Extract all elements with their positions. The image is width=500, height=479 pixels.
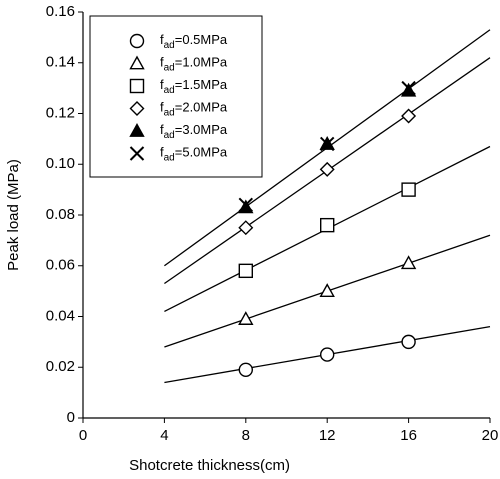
marker [238, 263, 254, 279]
marker [320, 347, 335, 362]
marker [238, 362, 254, 377]
marker [129, 33, 145, 49]
legend-label: fad=5.0MPa [160, 145, 228, 163]
marker [129, 123, 145, 137]
legend-label: fad=0.5MPa [160, 32, 228, 50]
marker [238, 197, 254, 213]
y-tick-label: 0.06 [46, 257, 75, 274]
y-tick-label: 0.10 [46, 155, 75, 172]
marker [319, 136, 335, 152]
legend-label: fad=2.0MPa [160, 100, 228, 118]
marker [129, 78, 145, 94]
legend-label: fad=3.0MPa [160, 122, 228, 140]
marker [129, 101, 145, 116]
x-axis-label: Shotcrete thickness(cm) [129, 457, 290, 474]
marker [238, 220, 254, 236]
x-tick-label: 12 [319, 427, 336, 444]
marker [238, 199, 254, 214]
y-tick-label: 0 [67, 409, 75, 426]
marker [401, 108, 417, 124]
marker [129, 146, 145, 161]
x-tick-label: 0 [79, 427, 87, 444]
marker [319, 283, 335, 298]
y-axis-label: Peak load (MPa) [5, 159, 22, 271]
x-tick-label: 8 [242, 427, 250, 444]
marker [401, 334, 416, 350]
x-tick-label: 20 [482, 427, 499, 444]
marker [129, 55, 145, 70]
marker [319, 161, 335, 177]
x-tick-label: 4 [160, 427, 168, 444]
marker [401, 80, 416, 96]
y-tick-label: 0.14 [46, 54, 75, 71]
y-tick-label: 0.08 [46, 206, 75, 223]
marker [238, 311, 254, 325]
y-tick-label: 0.16 [46, 3, 75, 20]
legend-box [89, 15, 263, 178]
marker [401, 182, 416, 197]
y-tick-label: 0.12 [46, 104, 75, 121]
marker [320, 217, 335, 233]
x-tick-label: 16 [400, 427, 417, 444]
marker [400, 255, 417, 270]
legend-label: fad=1.5MPa [160, 77, 228, 95]
y-tick-label: 0.02 [46, 358, 75, 375]
y-tick-label: 0.04 [46, 307, 75, 324]
legend-label: fad=1.0MPa [160, 55, 228, 73]
